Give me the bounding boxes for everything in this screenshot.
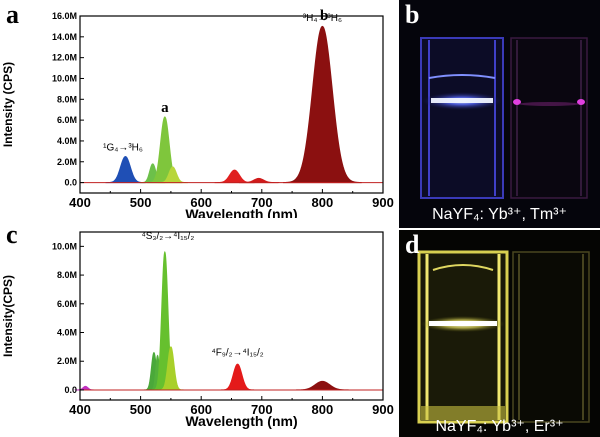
- y-tick-label: 8.0M: [57, 270, 77, 280]
- photo-d-er-cuvettes: d NaYF₄: Yb³⁺, Er³⁺: [399, 230, 600, 437]
- panel-label-d: d: [405, 230, 420, 259]
- photo-b-caption: NaYF₄: Yb³⁺, Tm³⁺: [432, 206, 567, 223]
- x-tick-label: 900: [372, 402, 394, 417]
- x-tick-label: 800: [312, 195, 334, 210]
- transition-annotation: ¹G₄→³H₆: [103, 142, 143, 153]
- chart-a-tm-spectrum: 0.0 2.0M 4.0M 6.0M 8.0M 10.0M 12.0M 14.0M 16.0M 4…: [1, 8, 394, 218]
- x-tick-label: 400: [69, 195, 91, 210]
- panel-label-a: a: [6, 0, 19, 29]
- photo-b-illustration: [399, 0, 600, 228]
- y-tick-label: 2.0M: [57, 356, 77, 366]
- y-tick-label: 2.0M: [57, 157, 77, 167]
- cuvette-left-er: [417, 250, 509, 424]
- y-tick-label: 6.0M: [57, 115, 77, 125]
- photo-d-caption: NaYF₄: Yb³⁺, Er³⁺: [435, 418, 564, 435]
- spectrum-peak-475: [105, 156, 146, 184]
- x-tick-label: 900: [372, 195, 394, 210]
- cuvette-right: [510, 37, 588, 199]
- y-tick-label: 10.0M: [52, 73, 77, 83]
- y-tick-label: 16.0M: [52, 11, 77, 21]
- plot-frame: [79, 231, 384, 401]
- y-tick-label: 4.0M: [57, 328, 77, 338]
- y-tick-label: 0.0: [64, 385, 77, 395]
- peak-letter-label: b: [320, 8, 328, 24]
- spectrum-peak-800: [283, 25, 362, 184]
- x-tick-label: 800: [312, 402, 334, 417]
- photo-d-illustration: [399, 230, 600, 437]
- cuvette-right-er: [512, 251, 590, 423]
- x-axis-label: Wavelength (nm): [185, 206, 297, 218]
- y-tick-label: 4.0M: [57, 136, 77, 146]
- spectrum-peak-660: [219, 363, 256, 391]
- x-tick-label: 700: [251, 402, 273, 417]
- y-tick-label: 14.0M: [52, 32, 77, 42]
- x-axis-label: Wavelength (nm): [185, 413, 297, 429]
- photo-b-tm-cuvettes: b NaYF₄: Yb³⁺, Tm³⁺: [399, 0, 600, 228]
- y-tick-label: 10.0M: [52, 241, 77, 251]
- transition-annotation: ⁴F₉/₂→⁴I₁₅/₂: [211, 347, 263, 358]
- y-tick-label: 6.0M: [57, 299, 77, 309]
- x-tick-label: 500: [130, 195, 152, 210]
- y-tick-label: 8.0M: [57, 94, 77, 104]
- transition-annotation: ⁴S₃/₂→⁴I₁₅/₂: [141, 231, 194, 242]
- y-tick-label: 0.0: [64, 178, 77, 188]
- peak-letter-label: a: [161, 100, 169, 116]
- spectrum-peak-550: [158, 346, 184, 391]
- panel-label-b: b: [405, 0, 420, 29]
- spectrum-peak-655: [214, 169, 255, 184]
- x-tick-label: 500: [130, 402, 152, 417]
- y-axis-label: Intensity (CPS): [1, 62, 15, 147]
- y-axis-label: Intensity(CPS): [1, 275, 15, 357]
- spectrum-peak-800: [293, 380, 352, 391]
- x-tick-label: 600: [190, 402, 212, 417]
- cuvette-left: [420, 37, 504, 199]
- x-tick-label: 600: [190, 195, 212, 210]
- panel-label-c: c: [6, 220, 18, 249]
- transition-annotation: ³H₄→³H₆: [303, 13, 342, 24]
- y-tick-label: 12.0M: [52, 53, 77, 63]
- x-tick-label: 700: [251, 195, 273, 210]
- chart-c-er-spectrum: 0.0 2.0M 4.0M 6.0M 8.0M 10.0M 400 500 600 700 800 9…: [1, 231, 394, 429]
- spectrum-peak-409: [75, 385, 96, 391]
- x-tick-label: 400: [69, 402, 91, 417]
